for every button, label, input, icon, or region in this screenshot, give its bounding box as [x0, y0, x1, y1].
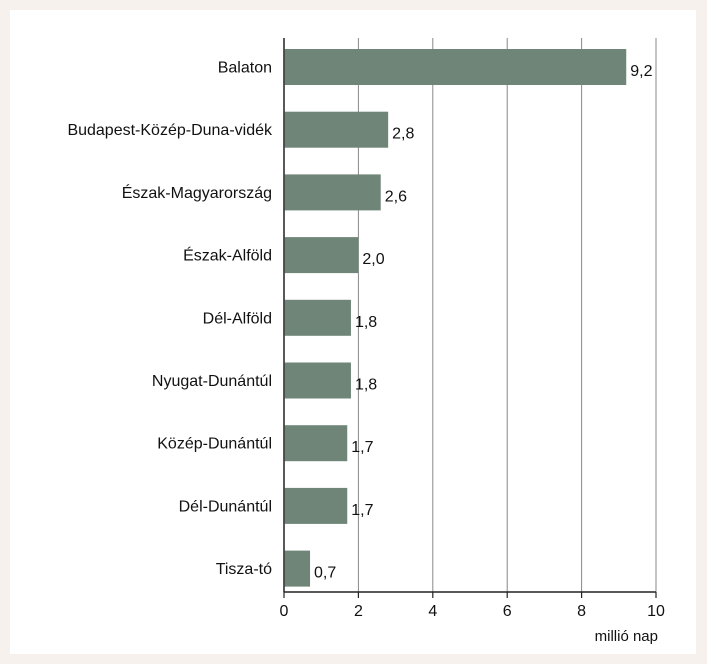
- bar-5: [284, 362, 351, 399]
- x-tick-label-6: 6: [503, 603, 512, 620]
- chart-panel: Balaton 9,2 Budapest-Közép-Duna-vidék 2,8 És…: [10, 10, 696, 654]
- bar-8: [284, 550, 311, 587]
- bar-chart: Balaton 9,2 Budapest-Közép-Duna-vidék 2,8 És…: [67, 38, 665, 645]
- category-label-8: Tisza-tó: [216, 561, 272, 578]
- value-label-6: 1,7: [351, 439, 373, 456]
- bar-3: [284, 237, 359, 274]
- x-axis-unit-label: millió nap: [595, 628, 658, 645]
- gridlines: [357, 38, 657, 592]
- category-label-1: Budapest-Közép-Duna-vidék: [67, 122, 273, 139]
- x-tick-label-10: 10: [647, 603, 665, 620]
- category-label-2: Észak-Magyarország: [122, 183, 272, 202]
- bars: [284, 49, 627, 587]
- value-label-8: 0,7: [314, 565, 336, 582]
- category-label-0: Balaton: [218, 60, 272, 77]
- bar-1: [284, 111, 389, 148]
- value-label-4: 1,8: [355, 314, 377, 331]
- bar-4: [284, 299, 351, 336]
- category-label-5: Nyugat-Dunántúl: [152, 373, 272, 390]
- category-label-4: Dél-Alföld: [203, 310, 272, 327]
- bar-0: [284, 49, 627, 85]
- value-label-1: 2,8: [392, 126, 414, 143]
- category-label-6: Közép-Dunántúl: [157, 436, 272, 453]
- value-label-7: 1,7: [351, 502, 373, 519]
- value-label-5: 1,8: [355, 377, 377, 394]
- bar-2: [284, 174, 381, 211]
- x-axis: 0 2 4 6 8 10 millió nap: [280, 38, 665, 645]
- value-label-0: 9,2: [630, 63, 652, 80]
- labels: Balaton 9,2 Budapest-Közép-Duna-vidék 2,8 És…: [67, 60, 652, 582]
- value-label-3: 2,0: [362, 251, 384, 268]
- category-label-3: Észak-Alföld: [183, 246, 272, 265]
- category-label-7: Dél-Dunántúl: [179, 498, 272, 515]
- x-tick-label-8: 8: [577, 603, 586, 620]
- bar-6: [284, 425, 348, 462]
- x-tick-label-0: 0: [280, 603, 289, 620]
- bar-7: [284, 487, 348, 524]
- x-tick-label-2: 2: [354, 603, 363, 620]
- x-tick-label-4: 4: [428, 603, 437, 620]
- value-label-2: 2,6: [385, 188, 407, 205]
